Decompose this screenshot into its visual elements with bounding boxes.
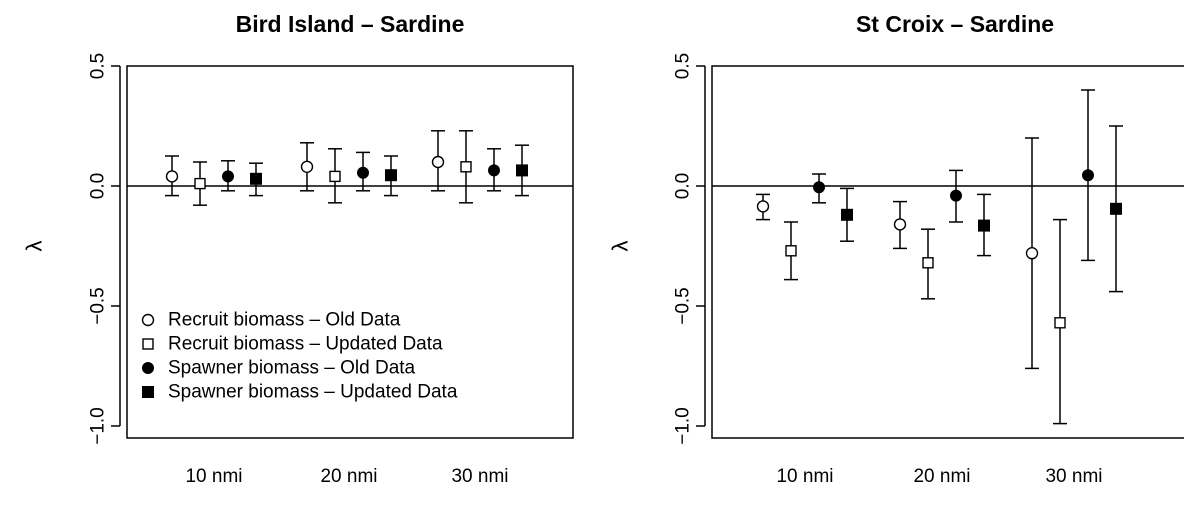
data-point <box>461 162 471 172</box>
series-filled-circle <box>812 90 1095 260</box>
data-point <box>517 165 528 176</box>
data-point <box>358 167 369 178</box>
data-point <box>386 170 397 181</box>
data-point <box>814 182 825 193</box>
legend-label: Recruit biomass – Old Data <box>168 310 401 331</box>
series-filled-square <box>249 145 529 195</box>
data-point <box>1027 248 1038 259</box>
series-open-square <box>784 220 1067 424</box>
y-tick-label: 0.5 <box>673 53 694 79</box>
data-point <box>195 179 205 189</box>
legend-label: Spawner biomass – Old Data <box>168 358 416 379</box>
legend-marker <box>143 315 154 326</box>
y-tick-label: −1.0 <box>673 407 694 445</box>
data-point <box>223 171 234 182</box>
chart-title: Bird Island – Sardine <box>236 11 465 37</box>
data-point <box>489 165 500 176</box>
y-tick-label: −0.5 <box>88 287 109 325</box>
y-tick-label: 0.5 <box>88 53 109 79</box>
series-open-square <box>193 131 473 205</box>
x-tick-label: 30 nmi <box>1045 466 1102 487</box>
data-point <box>923 258 933 268</box>
data-point <box>1111 203 1122 214</box>
data-point <box>302 161 313 172</box>
y-axis-label: λ <box>608 241 633 252</box>
legend-marker <box>143 363 154 374</box>
y-tick-label: 0.0 <box>88 173 109 199</box>
panel-2: St Croix – Sardine 0.5 0.0 −0.5 −1.0 λ 10 nmi 2… <box>608 11 1184 487</box>
legend-label: Recruit biomass – Updated Data <box>168 334 443 355</box>
data-point <box>895 219 906 230</box>
data-point <box>1055 318 1065 328</box>
x-tick-label: 30 nmi <box>451 466 508 487</box>
data-point <box>758 201 769 212</box>
x-tick-label: 20 nmi <box>913 466 970 487</box>
x-tick-label: 10 nmi <box>185 466 242 487</box>
data-point <box>433 157 444 168</box>
x-tick-label: 20 nmi <box>320 466 377 487</box>
data-point <box>786 246 796 256</box>
legend: Recruit biomass – Old Data Recruit biomas… <box>143 310 458 403</box>
legend-marker <box>143 387 154 398</box>
x-tick-label: 10 nmi <box>776 466 833 487</box>
y-tick-label: −1.0 <box>88 407 109 445</box>
data-point <box>979 220 990 231</box>
data-point <box>167 171 178 182</box>
series-filled-circle <box>221 149 501 191</box>
legend-label: Spawner biomass – Updated Data <box>168 382 458 403</box>
y-tick-label: −0.5 <box>673 287 694 325</box>
panel-1: Bird Island – Sardine 0.5 0.0 −0.5 −1.0 λ 10 n… <box>22 11 574 487</box>
legend-marker <box>143 339 153 349</box>
data-point <box>1083 170 1094 181</box>
data-point <box>330 171 340 181</box>
chart-title: St Croix – Sardine <box>856 11 1054 37</box>
y-axis-label: λ <box>22 241 47 252</box>
y-tick-label: 0.0 <box>673 173 694 199</box>
plot-frame <box>712 66 1184 438</box>
series-filled-square <box>840 126 1123 292</box>
data-point <box>951 190 962 201</box>
data-point <box>251 173 262 184</box>
series-open-circle <box>756 138 1039 368</box>
data-point <box>842 209 853 220</box>
